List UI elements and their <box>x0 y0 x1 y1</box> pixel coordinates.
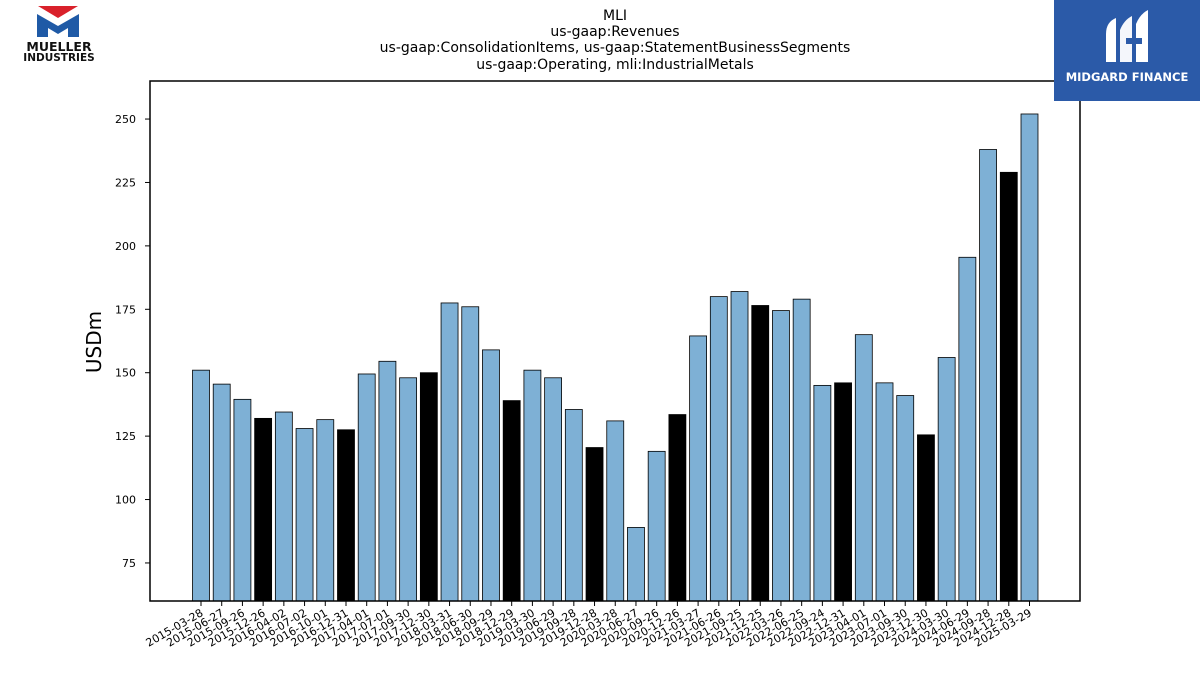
bar-2023-12-30 <box>917 434 935 602</box>
bar-2023-07-01 <box>875 382 894 602</box>
mueller-industries-logo: MUELLER INDUSTRIES <box>18 6 100 66</box>
title-line-4: us-gaap:Operating, mli:IndustrialMetals <box>476 57 754 73</box>
bar-2017-04-01 <box>357 373 376 602</box>
y-tick-label: 175 <box>115 303 136 316</box>
logo-left-line-1: MUELLER <box>26 39 92 54</box>
bar-2018-03-31 <box>440 302 459 602</box>
bar-2019-03-30 <box>523 369 542 602</box>
bar-2023-04-01 <box>854 334 873 602</box>
logo-left-line-2: INDUSTRIES <box>23 52 95 64</box>
x-axis: 2015-03-282015-06-272015-09-262015-12-26… <box>144 601 1034 650</box>
title-line-1: MLI <box>603 8 627 24</box>
bar-2024-09-28 <box>979 149 997 602</box>
y-tick-label: 100 <box>115 494 136 507</box>
bar-2021-12-25 <box>751 305 770 602</box>
bar-2016-04-02 <box>274 411 293 602</box>
bar-2015-12-26 <box>254 417 273 602</box>
bar-2023-09-30 <box>896 395 915 602</box>
bar-2015-03-28 <box>192 369 210 602</box>
bar-2024-03-30 <box>937 357 956 602</box>
bar-2016-10-01 <box>316 419 335 602</box>
bar-2018-12-29 <box>502 400 521 602</box>
bar-2020-12-26 <box>668 414 687 602</box>
bar-2021-03-27 <box>689 335 707 602</box>
title-line-3: us-gaap:ConsolidationItems, us-gaap:Stat… <box>380 40 851 56</box>
bar-2015-06-27 <box>212 383 231 602</box>
bar-2021-09-25 <box>730 291 749 602</box>
bar-2025-03-29 <box>1020 113 1039 602</box>
mueller-logo-mark-icon <box>37 6 79 37</box>
bar-2015-09-26 <box>233 398 252 602</box>
midgard-finance-logo: MIDGARD FINANCE <box>1054 0 1200 101</box>
y-tick-label: 225 <box>115 176 136 189</box>
bar-2017-12-30 <box>419 372 438 602</box>
y-axis: 75 100 125 150 175 200 225 250 <box>115 113 150 570</box>
bar-2019-06-29 <box>544 377 562 602</box>
bar-2024-12-28 <box>999 171 1018 602</box>
bar-2022-12-31 <box>834 382 852 602</box>
bar-series <box>192 113 1039 602</box>
y-tick-label: 125 <box>115 430 136 443</box>
plot-frame <box>149 80 1081 602</box>
midgard-finance-text: MIDGARD FINANCE <box>1065 70 1189 84</box>
bar-2020-06-27 <box>627 527 645 602</box>
bar-2016-12-31 <box>337 429 355 602</box>
y-tick-label: 75 <box>122 557 136 570</box>
bar-2022-06-25 <box>792 298 811 602</box>
bar-2020-09-26 <box>647 450 666 602</box>
bar-2022-09-24 <box>813 384 832 602</box>
bar-2019-12-28 <box>585 447 604 602</box>
chart-title: MLI us-gaap:Revenues us-gaap:Consolidati… <box>380 8 851 73</box>
title-line-2: us-gaap:Revenues <box>550 24 679 40</box>
bar-2019-09-28 <box>564 409 583 602</box>
bar-2018-06-30 <box>461 306 480 602</box>
midgard-logo-mark-icon <box>1106 10 1148 62</box>
bar-2022-03-26 <box>772 310 790 602</box>
y-axis-label: USDm <box>82 311 106 373</box>
bar-2016-07-02 <box>295 428 314 602</box>
y-tick-label: 200 <box>115 240 136 253</box>
bar-2020-03-28 <box>606 420 625 602</box>
bar-2017-09-30 <box>399 377 418 602</box>
y-tick-label: 150 <box>115 367 136 380</box>
bar-2021-06-26 <box>709 296 728 602</box>
y-tick-label: 250 <box>115 113 136 126</box>
bar-2024-06-29 <box>958 256 977 602</box>
bar-2017-07-01 <box>378 360 397 602</box>
bar-2018-09-29 <box>482 349 500 602</box>
